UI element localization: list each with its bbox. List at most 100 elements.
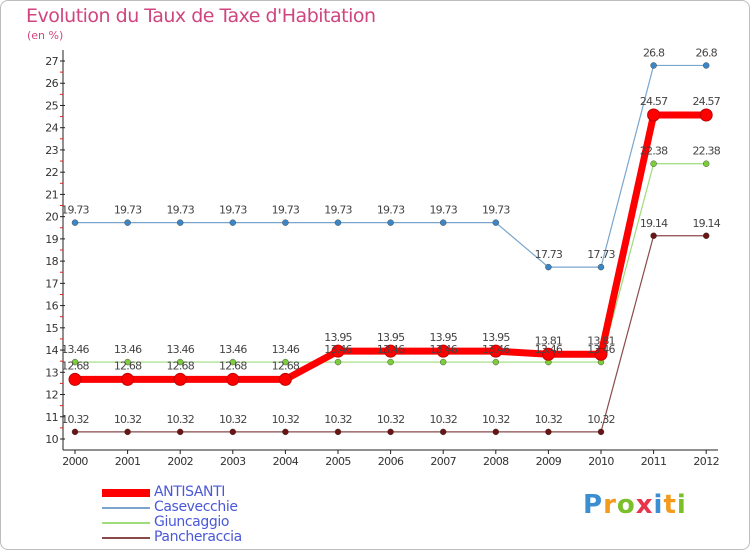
y-tick-label: 18 (45, 255, 58, 268)
logo-letter: i (653, 490, 664, 520)
point-giuncaggio (387, 358, 394, 366)
y-tick-label: 15 (45, 322, 58, 335)
data-label-antisanti: 13.81 (535, 334, 563, 347)
y-tick-label: 10 (45, 433, 58, 446)
data-label-casevecchie: 17.73 (535, 248, 563, 261)
data-label-casevecchie: 19.73 (324, 204, 352, 217)
data-label-pancheraccia: 10.32 (482, 413, 510, 426)
data-label-casevecchie: 26.8 (696, 46, 718, 59)
point-casevecchie (387, 219, 394, 226)
y-tick-label: 19 (45, 233, 58, 246)
data-label-pancheraccia: 10.32 (587, 413, 615, 426)
x-tick-label: 2000 (62, 455, 88, 468)
point-pancheraccia (176, 428, 184, 436)
data-label-pancheraccia: 10.32 (377, 413, 405, 426)
data-label-antisanti: 12.68 (272, 359, 300, 372)
logo-letter: P (583, 490, 604, 520)
data-label-antisanti: 13.95 (377, 331, 405, 344)
point-casevecchie (597, 263, 605, 271)
series-layer (68, 62, 713, 436)
y-tick-label: 20 (45, 211, 58, 224)
point-giuncaggio (71, 358, 79, 366)
data-label-pancheraccia: 10.32 (535, 413, 563, 426)
x-tick-label: 2011 (641, 455, 667, 468)
x-tick-label: 2010 (588, 455, 614, 468)
point-casevecchie (176, 219, 184, 226)
logo-letter: x (635, 490, 654, 520)
point-giuncaggio (334, 358, 342, 366)
data-label-pancheraccia: 10.32 (219, 413, 247, 426)
point-giuncaggio (703, 160, 710, 167)
data-label-casevecchie: 19.73 (61, 204, 89, 217)
data-label-pancheraccia: 19.14 (692, 217, 720, 230)
data-label-antisanti: 13.95 (324, 331, 352, 344)
legend-swatch (102, 507, 150, 509)
y-tick-label: 27 (45, 55, 58, 68)
x-tick-label: 2009 (536, 455, 562, 468)
point-antisanti (541, 347, 555, 361)
y-tick-label: 17 (45, 277, 58, 290)
data-label-pancheraccia: 10.32 (324, 413, 352, 426)
data-label-antisanti: 12.68 (61, 359, 89, 372)
point-pancheraccia (387, 428, 394, 436)
x-tick-label: 2004 (273, 455, 299, 468)
data-label-giuncaggio: 13.46 (219, 343, 247, 356)
point-antisanti (331, 344, 345, 358)
point-casevecchie (650, 62, 657, 69)
point-giuncaggio (124, 358, 131, 366)
legend-label: Pancheraccia (154, 529, 242, 545)
logo-letter: o (616, 490, 636, 520)
data-label-antisanti: 12.68 (114, 359, 142, 372)
point-pancheraccia (124, 428, 131, 436)
data-label-casevecchie: 19.73 (114, 204, 142, 217)
data-label-antisanti: 13.81 (587, 334, 615, 347)
point-casevecchie (334, 219, 342, 226)
x-tick-label: 2001 (115, 455, 141, 468)
data-label-antisanti: 13.95 (482, 331, 510, 344)
x-tick-label: 2002 (167, 455, 193, 468)
point-casevecchie (229, 219, 237, 226)
legend-swatch (102, 489, 150, 497)
data-label-giuncaggio: 22.38 (692, 145, 720, 158)
point-antisanti (489, 344, 503, 358)
x-tick-label: 2005 (325, 455, 351, 468)
data-label-giuncaggio: 13.46 (482, 343, 510, 356)
legend-swatch (102, 522, 150, 524)
point-antisanti (278, 372, 292, 386)
data-label-pancheraccia: 19.14 (640, 217, 668, 230)
legend-item-pancheraccia: Pancheraccia (102, 529, 322, 545)
data-label-casevecchie: 19.73 (219, 204, 247, 217)
point-casevecchie (124, 219, 131, 226)
y-tick-label: 11 (45, 411, 58, 424)
point-antisanti (121, 372, 135, 386)
data-label-pancheraccia: 10.32 (429, 413, 457, 426)
axes: 10 11 12 13 14 15 16 17 18 19 20 21 22 23 24 25 26 27 2000… (45, 50, 720, 468)
data-label-giuncaggio: 22.38 (640, 145, 668, 158)
data-label-giuncaggio: 13.46 (272, 343, 300, 356)
point-giuncaggio (176, 358, 184, 366)
point-casevecchie (282, 219, 289, 226)
data-label-casevecchie: 19.73 (482, 204, 510, 217)
x-tick-label: 2007 (430, 455, 456, 468)
data-label-pancheraccia: 10.32 (166, 413, 194, 426)
y-tick-label: 13 (45, 366, 58, 379)
y-tick-label: 23 (45, 144, 58, 157)
point-pancheraccia (650, 232, 657, 239)
point-giuncaggio (229, 358, 237, 366)
x-tick-label: 2006 (378, 455, 404, 468)
data-label-giuncaggio: 13.46 (429, 343, 457, 356)
data-label-giuncaggio: 13.46 (377, 343, 405, 356)
data-label-antisanti: 24.57 (692, 95, 720, 108)
point-antisanti (173, 372, 187, 386)
data-label-antisanti: 24.57 (640, 95, 668, 108)
point-antisanti (384, 344, 398, 358)
point-pancheraccia (597, 428, 605, 436)
data-label-casevecchie: 19.73 (166, 204, 194, 217)
point-pancheraccia (334, 428, 342, 436)
y-tick-label: 14 (45, 344, 58, 357)
series-line-casevecchie (74, 64, 707, 268)
data-label-giuncaggio: 13.46 (114, 343, 142, 356)
point-pancheraccia (545, 428, 552, 436)
data-label-antisanti: 13.95 (429, 331, 457, 344)
